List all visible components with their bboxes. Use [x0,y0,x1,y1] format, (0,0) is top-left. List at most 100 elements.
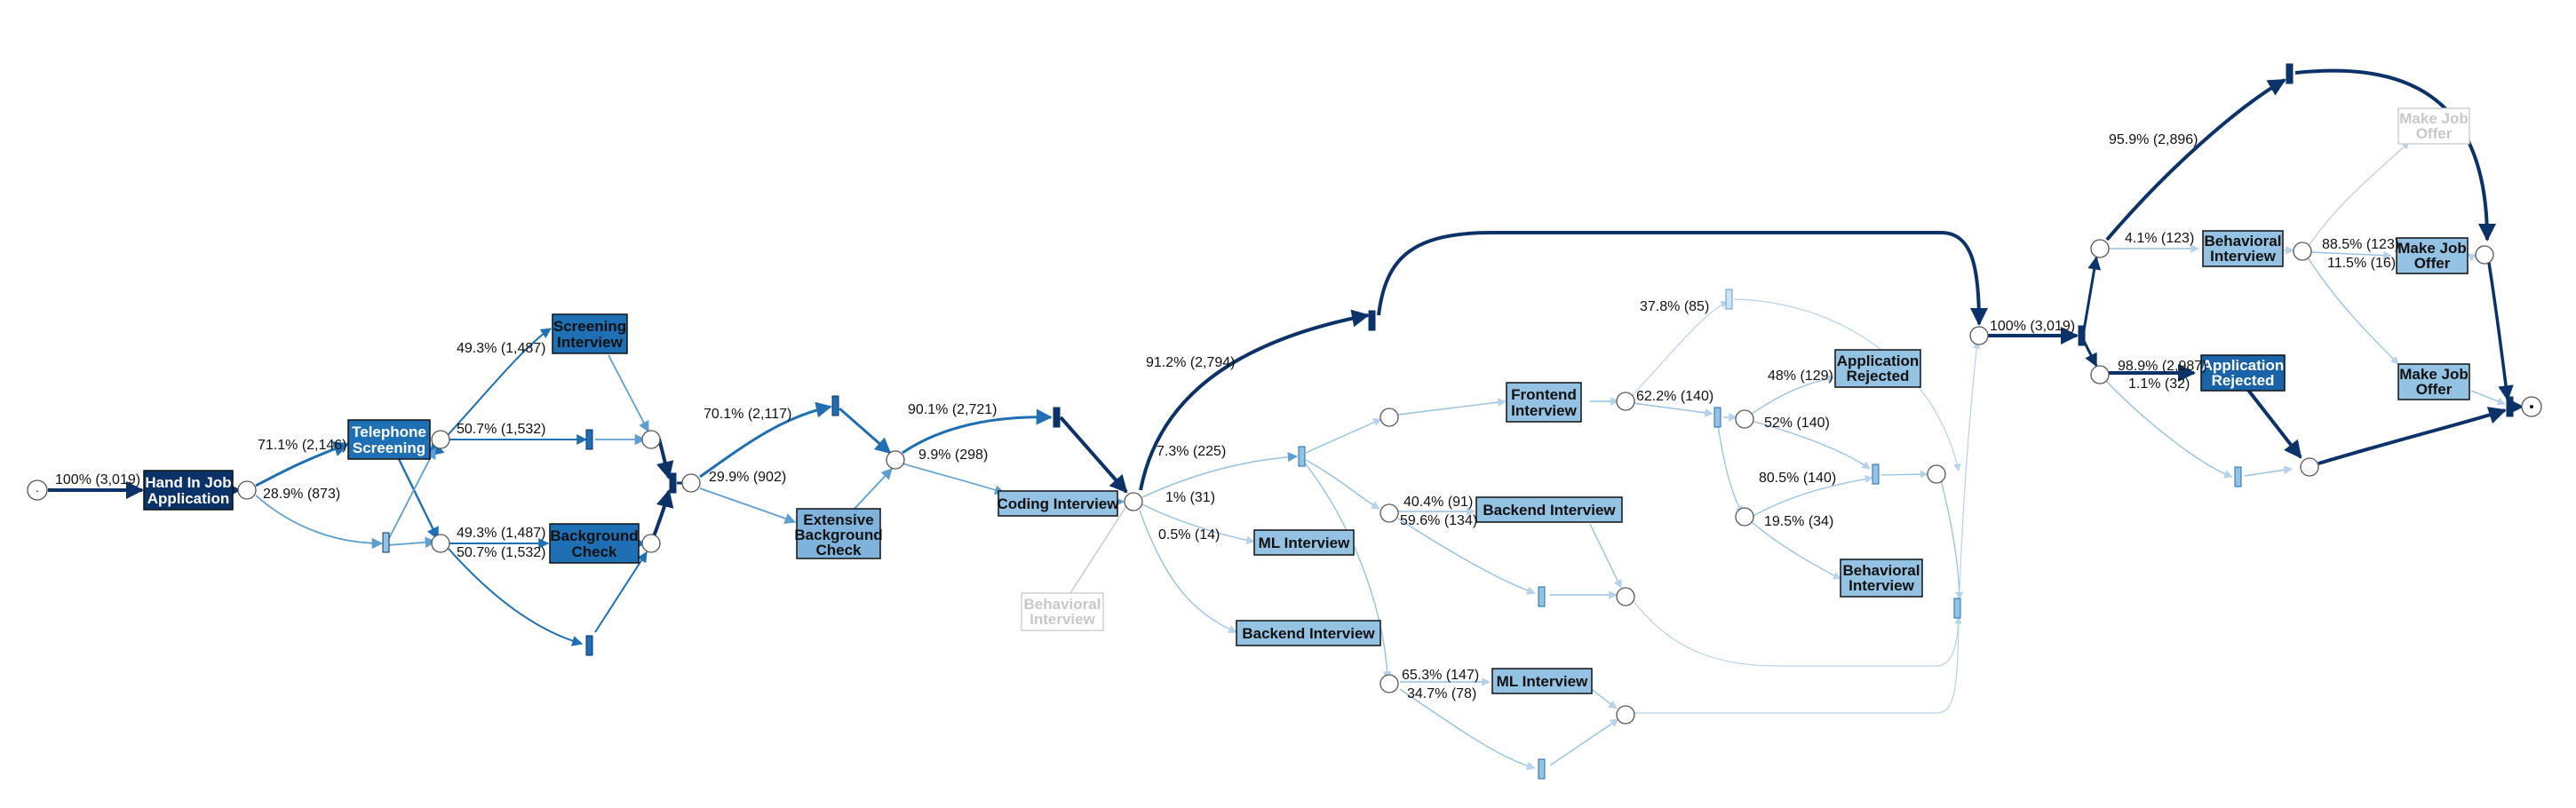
activity-behavioral-interview-faded[interactable]: Behavioral Interview [1021,592,1104,631]
edge [2082,340,2098,368]
place [1735,507,1754,527]
activity-label: Screening [553,318,626,335]
place [1969,326,1989,345]
activity-make-job-offer-2[interactable]: Make Job Offer [2397,363,2470,400]
place [431,534,450,553]
activity-label: Backend Interview [1483,502,1616,519]
edge [1589,687,1618,709]
place [1379,503,1399,523]
edge [1634,616,1960,714]
silent-transition [2506,396,2514,417]
edge [1549,718,1619,766]
activity-telephone-screening[interactable]: Telephone Screening [347,419,431,460]
activity-behavioral-interview-2[interactable]: Behavioral Interview [1840,558,1923,598]
silent-transition [1725,289,1733,310]
activity-make-job-offer[interactable]: Make Job Offer [2396,237,2469,274]
activity-label: Screening [353,440,425,456]
silent-transition [669,472,677,494]
silent-transition [382,532,390,553]
activity-label: Coding Interview [998,495,1120,512]
activity-label: Application [1837,353,1920,369]
activity-label: Make Job [2399,110,2468,127]
edge [1959,341,1981,591]
place [1379,674,1399,693]
edge [594,551,648,633]
place [641,534,661,553]
edge [448,548,584,646]
activity-frontend-interview[interactable]: Frontend Interview [1506,382,1582,423]
edge [386,447,436,543]
activity-backend-interview-2[interactable]: Backend Interview [1475,496,1623,523]
activity-background-check[interactable]: Background Check [549,523,640,564]
silent-transition [1538,758,1546,780]
edge-label: 28.9% (873) [263,487,340,502]
activity-behavioral-interview-3[interactable]: Behavioral Interview [2202,230,2284,267]
edge-label: 49.3% (1,487) [457,526,546,541]
silent-transition [1053,407,1061,428]
activity-label: Offer [2416,125,2453,142]
edge [255,495,384,550]
edge [1141,503,1255,545]
activity-coding-interview[interactable]: Coding Interview [998,490,1120,517]
edge [608,354,649,433]
edge [1139,510,1237,634]
edge [1397,518,1536,595]
edge-label: 9.9% (298) [918,448,988,463]
edge-label: 62.2% (140) [1636,389,1713,404]
silent-transition [831,395,839,416]
activity-label: Interview [2210,248,2276,265]
activity-make-job-offer-faded[interactable]: Make Job Offer [2397,107,2470,145]
edge [1141,452,1299,498]
edge [2105,78,2286,242]
place [2475,245,2494,265]
activity-application-rejected[interactable]: Application Rejected [1834,349,1921,388]
edge-label: 7.3% (225) [1157,444,1226,459]
place [2293,242,2312,261]
edge [2246,387,2302,459]
edge-label: 91.2% (2,794) [1146,355,1236,370]
edge-label: 4.1% (123) [2125,231,2194,246]
edge-label: 88.5% (123) [2322,237,2399,252]
activity-backend-interview[interactable]: Backend Interview [1236,620,1381,646]
svg-text:ML Interview: ML Interview [1497,673,1588,690]
edge [839,407,892,455]
activity-label: ML Interview [1259,535,1350,551]
activity-ml-interview[interactable]: ML Interview [1253,529,1355,556]
place [886,450,905,470]
edge [1069,505,1127,594]
edges [48,68,2524,771]
activity-label: Behavioral [1024,596,1101,613]
activity-label: Interview [1030,611,1095,628]
activity-label: Offer [2414,255,2451,272]
svg-text:Backend Interview: Backend Interview [1242,625,1375,642]
activity-label: Behavioral [1843,562,1920,579]
activity-application-rejected-2[interactable]: Application Rejected [2200,354,2286,392]
edge [1632,599,1962,667]
activity-hand-in-job-application[interactable]: Hand In Job Application [143,470,234,511]
place [1616,587,1635,606]
activity-extensive-background-check[interactable]: Extensive Background Check [794,508,883,559]
activity-label: Rejected [2212,372,2275,389]
activity-label: Extensive [803,511,873,528]
activity-label: Background [550,527,638,544]
activity-screening-interview[interactable]: Screening Interview [552,313,628,354]
edge [2307,257,2399,365]
edge-label: 90.1% (2,721) [908,402,998,417]
edge-label: 70.1% (2,117) [704,407,791,422]
edge-label: 50.7% (1,532) [457,545,546,560]
activity-ml-interview-2[interactable]: ML Interview [1491,668,1593,694]
edge-label: 29.9% (902) [709,470,786,485]
start-token: · [36,483,40,497]
activity-label: Check [571,543,617,560]
edge-label: 40.4% (91) [1403,495,1473,510]
edge [1305,459,1380,510]
svg-text:Coding Interview: Coding Interview [998,495,1120,512]
activity-label: Hand In Job [145,474,231,491]
